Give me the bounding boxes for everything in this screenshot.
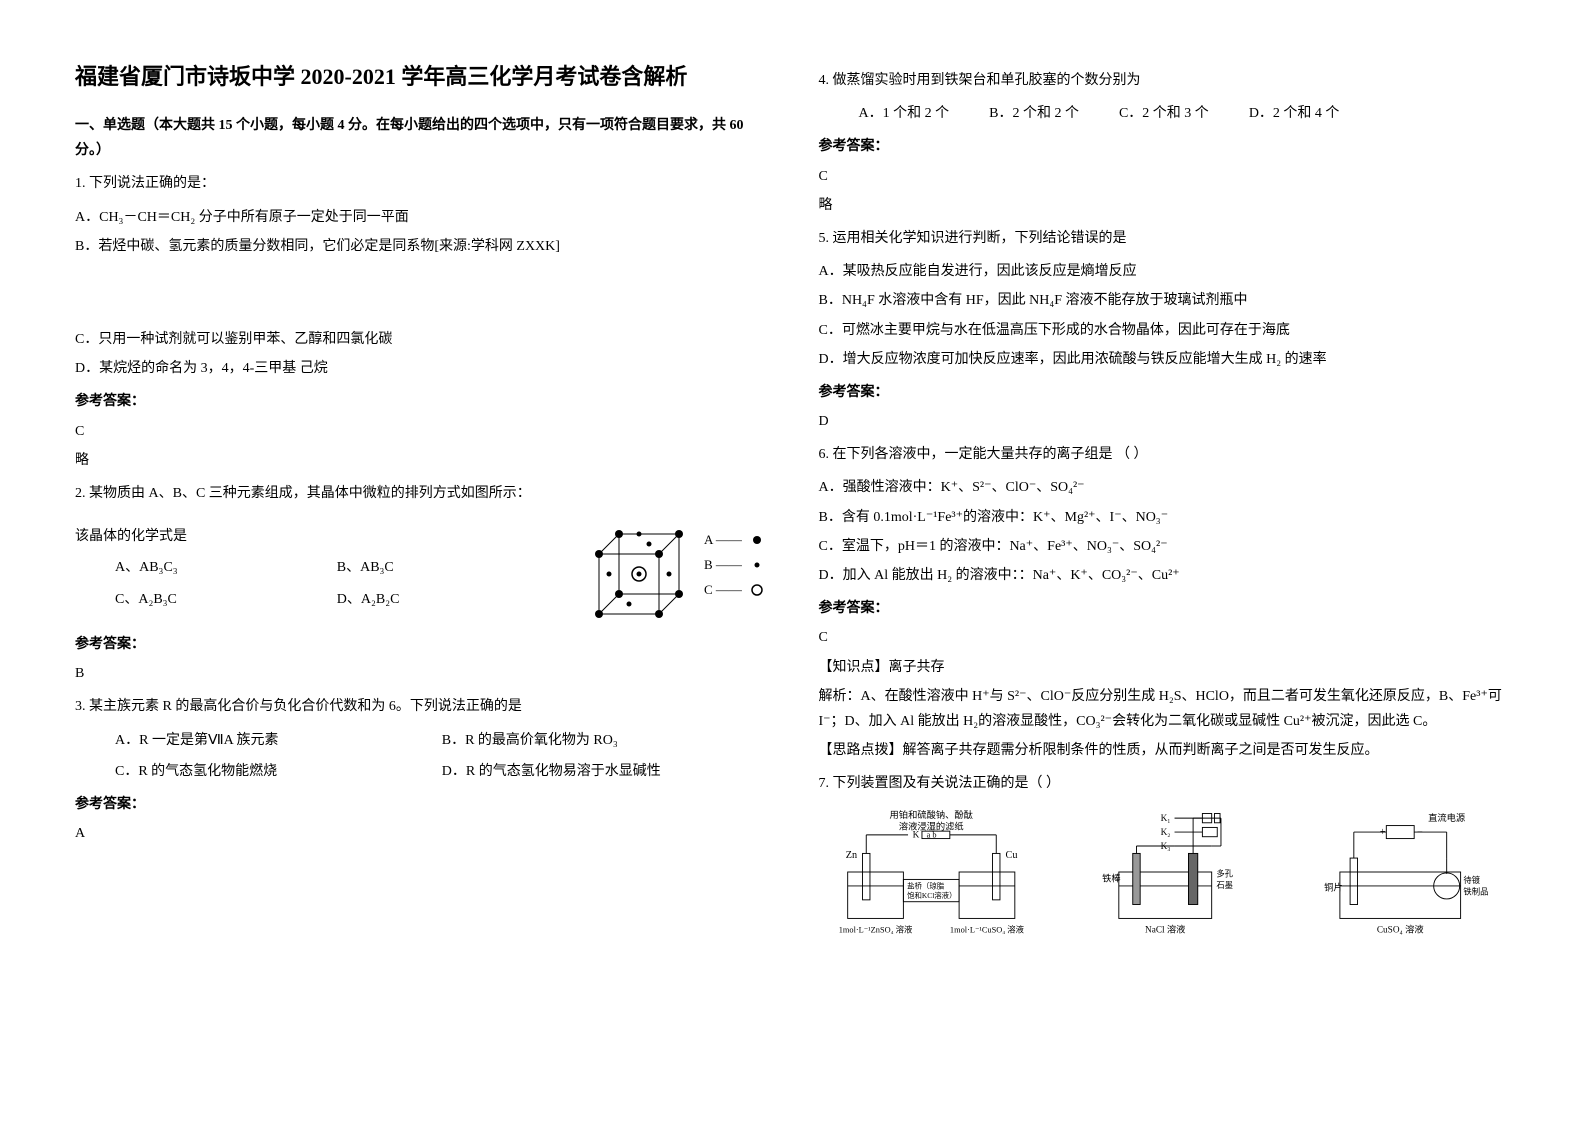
q6-kp: 【知识点】离子共存 — [819, 655, 1513, 680]
q1-optD: D．某烷烃的命名为 3，4，4-三甲基 己烷 — [75, 356, 769, 381]
legend-A: A —— — [704, 532, 743, 547]
svg-text:NaCl 溶液: NaCl 溶液 — [1145, 923, 1185, 935]
svg-text:a b: a b — [926, 830, 936, 839]
svg-text:1mol·L⁻¹CuSO₄ 溶液: 1mol·L⁻¹CuSO₄ 溶液 — [949, 924, 1024, 934]
q6-tip: 【思路点拨】解答离子共存题需分析限制条件的性质，从而判断离子之间是否可发生反应。 — [819, 738, 1513, 763]
left-column: 福建省厦门市诗坂中学 2020-2021 学年高三化学月考试卷含解析 一、单选题… — [50, 60, 794, 1062]
q6-optC: C．室温下，pH＝1 的溶液中：Na⁺、Fe³⁺、NO₃⁻、SO₄²⁻ — [819, 534, 1513, 559]
q6-analysis: 解析：A、在酸性溶液中 H⁺与 S²⁻、ClO⁻反应分别生成 H₂S、HClO，… — [819, 684, 1513, 734]
q3-stem: 3. 某主族元素 R 的最高化合价与负化合价代数和为 6。下列说法正确的是 — [75, 694, 769, 719]
q1-optB: B．若烃中碳、氢元素的质量分数相同，它们必定是同系物[来源:学科网 ZXXK] — [75, 234, 769, 259]
q2-optB: B、AB₃C — [337, 555, 559, 580]
document-title: 福建省厦门市诗坂中学 2020-2021 学年高三化学月考试卷含解析 — [75, 60, 769, 93]
q4-optB: B．2 个和 2 个 — [989, 101, 1079, 126]
q1-optC: C．只用一种试剂就可以鉴别甲苯、乙醇和四氯化碳 — [75, 327, 769, 352]
svg-text:铜片: 铜片 — [1324, 881, 1343, 893]
svg-text:Zn: Zn — [845, 850, 856, 861]
q3-optD: D．R 的气态氢化物易溶于水显碱性 — [442, 759, 769, 784]
svg-text:K₁: K₁ — [1161, 813, 1171, 823]
q1-stem: 1. 下列说法正确的是： — [75, 171, 769, 196]
q6-optA: A．强酸性溶液中：K⁺、S²⁻、ClO⁻、SO₄²⁻ — [819, 475, 1513, 500]
q2-answer: B — [75, 661, 769, 686]
legend-C: C —— — [704, 582, 743, 597]
svg-text:待镀: 待镀 — [1463, 875, 1480, 885]
svg-text:K: K — [912, 830, 919, 840]
q6-answer: C — [819, 625, 1513, 650]
q4-optD: D．2 个和 4 个 — [1249, 101, 1340, 126]
q5-stem: 5. 运用相关化学知识进行判断，下列结论错误的是 — [819, 226, 1513, 251]
q4-answer-label: 参考答案： — [819, 134, 1513, 159]
q5-answer-label: 参考答案： — [819, 380, 1513, 405]
q4-optC: C．2 个和 3 个 — [1119, 101, 1209, 126]
q3-answer-label: 参考答案： — [75, 792, 769, 817]
q2-row: 该晶体的化学式是 A、AB₃C₃ B、AB₃C C、A₂B₃C D、A₂B₂C — [75, 514, 769, 624]
q5-optA: A．某吸热反应能自发进行，因此该反应是熵增反应 — [819, 259, 1513, 284]
q7-stem: 7. 下列装置图及有关说法正确的是（ ） — [819, 771, 1513, 796]
q5-optC: C．可燃冰主要甲烷与水在低温高压下形成的水合物晶体，因此可存在于海底 — [819, 318, 1513, 343]
q3-answer: A — [75, 821, 769, 846]
q2-answer-label: 参考答案： — [75, 632, 769, 657]
q5-answer: D — [819, 409, 1513, 434]
q1-optA: A．CH₃－CH＝CH₂ 分子中所有原子一定处于同一平面 — [75, 205, 769, 230]
q2-optD: D、A₂B₂C — [337, 587, 559, 612]
q4-answer: C — [819, 164, 1513, 189]
q2-stem: 2. 某物质由 A、B、C 三种元素组成，其晶体中微粒的排列方式如图所示： — [75, 481, 769, 506]
svg-text:饱和KCl溶液）: 饱和KCl溶液） — [907, 890, 956, 900]
q4-stem: 4. 做蒸馏实验时用到铁架台和单孔胶塞的个数分别为 — [819, 68, 1513, 93]
q6-optD: D．加入 Al 能放出 H₂ 的溶液中：：Na⁺、K⁺、CO₃²⁻、Cu²⁺ — [819, 563, 1513, 588]
svg-text:铁棒: 铁棒 — [1102, 872, 1121, 884]
svg-text:石墨: 石墨 — [1216, 880, 1233, 889]
q2-optC: C、A₂B₃C — [75, 587, 337, 612]
q3-optA: A．R 一定是第ⅦA 族元素 — [75, 728, 442, 753]
svg-text:CuSO₄ 溶液: CuSO₄ 溶液 — [1376, 923, 1423, 935]
q7-diagrams: 用铂和硫酸钠、酚酞 溶液浸湿的滤纸 K a b Zn Cu — [819, 807, 1513, 937]
svg-text:多孔: 多孔 — [1216, 868, 1233, 878]
svg-text:用铂和硫酸钠、酚酞: 用铂和硫酸钠、酚酞 — [889, 809, 972, 821]
q4-note: 略 — [819, 193, 1513, 218]
svg-text:Cu: Cu — [1005, 850, 1017, 861]
q4-optA: A．1 个和 2 个 — [859, 101, 950, 126]
q3-optC: C．R 的气态氢化物能燃烧 — [75, 759, 442, 784]
q6-answer-label: 参考答案： — [819, 596, 1513, 621]
q2-sub: 该晶体的化学式是 — [75, 524, 559, 549]
svg-text:铁制品: 铁制品 — [1463, 886, 1488, 896]
q2-optA: A、AB₃C₃ — [75, 555, 337, 580]
q7-diagram-1: 用铂和硫酸钠、酚酞 溶液浸湿的滤纸 K a b Zn Cu — [819, 807, 1044, 937]
legend-B: B —— — [704, 557, 743, 572]
svg-text:K₃: K₃ — [1161, 841, 1171, 851]
q3-optB: B．R 的最高价氧化物为 RO₃ — [442, 728, 769, 753]
q7-diagram-2: K₁ K₂ K₃ 铁棒 — [1053, 807, 1278, 937]
svg-text:盐桥（琼脂: 盐桥（琼脂 — [907, 880, 945, 890]
q6-stem: 6. 在下列各溶液中，一定能大量共存的离子组是 （ ） — [819, 442, 1513, 467]
q1-answer: C — [75, 419, 769, 444]
crystal-diagram: A —— B —— C —— — [589, 514, 769, 624]
q5-optB: B．NH₄F 水溶液中含有 HF，因此 NH₄F 溶液不能存放于玻璃试剂瓶中 — [819, 288, 1513, 313]
q5-optD: D．增大反应物浓度可加快反应速率，因此用浓硫酸与铁反应能增大生成 H₂ 的速率 — [819, 347, 1513, 372]
q1-note: 略 — [75, 448, 769, 473]
svg-text:1mol·L⁻¹ZnSO₄ 溶液: 1mol·L⁻¹ZnSO₄ 溶液 — [838, 924, 912, 934]
q1-answer-label: 参考答案： — [75, 389, 769, 414]
svg-text:K₂: K₂ — [1161, 827, 1171, 837]
svg-text:直流电源: 直流电源 — [1428, 811, 1465, 823]
right-column: 4. 做蒸馏实验时用到铁架台和单孔胶塞的个数分别为 A．1 个和 2 个 B．2… — [794, 60, 1538, 1062]
q7-diagram-3: 直流电源 + − 铜片 待镀 铁制品 CuSO₄ 溶 — [1288, 807, 1513, 937]
q6-optB: B．含有 0.1mol·L⁻¹Fe³⁺的溶液中：K⁺、Mg²⁺、I⁻、NO₃⁻ — [819, 505, 1513, 530]
section-header: 一、单选题（本大题共 15 个小题，每小题 4 分。在每小题给出的四个选项中，只… — [75, 113, 769, 163]
